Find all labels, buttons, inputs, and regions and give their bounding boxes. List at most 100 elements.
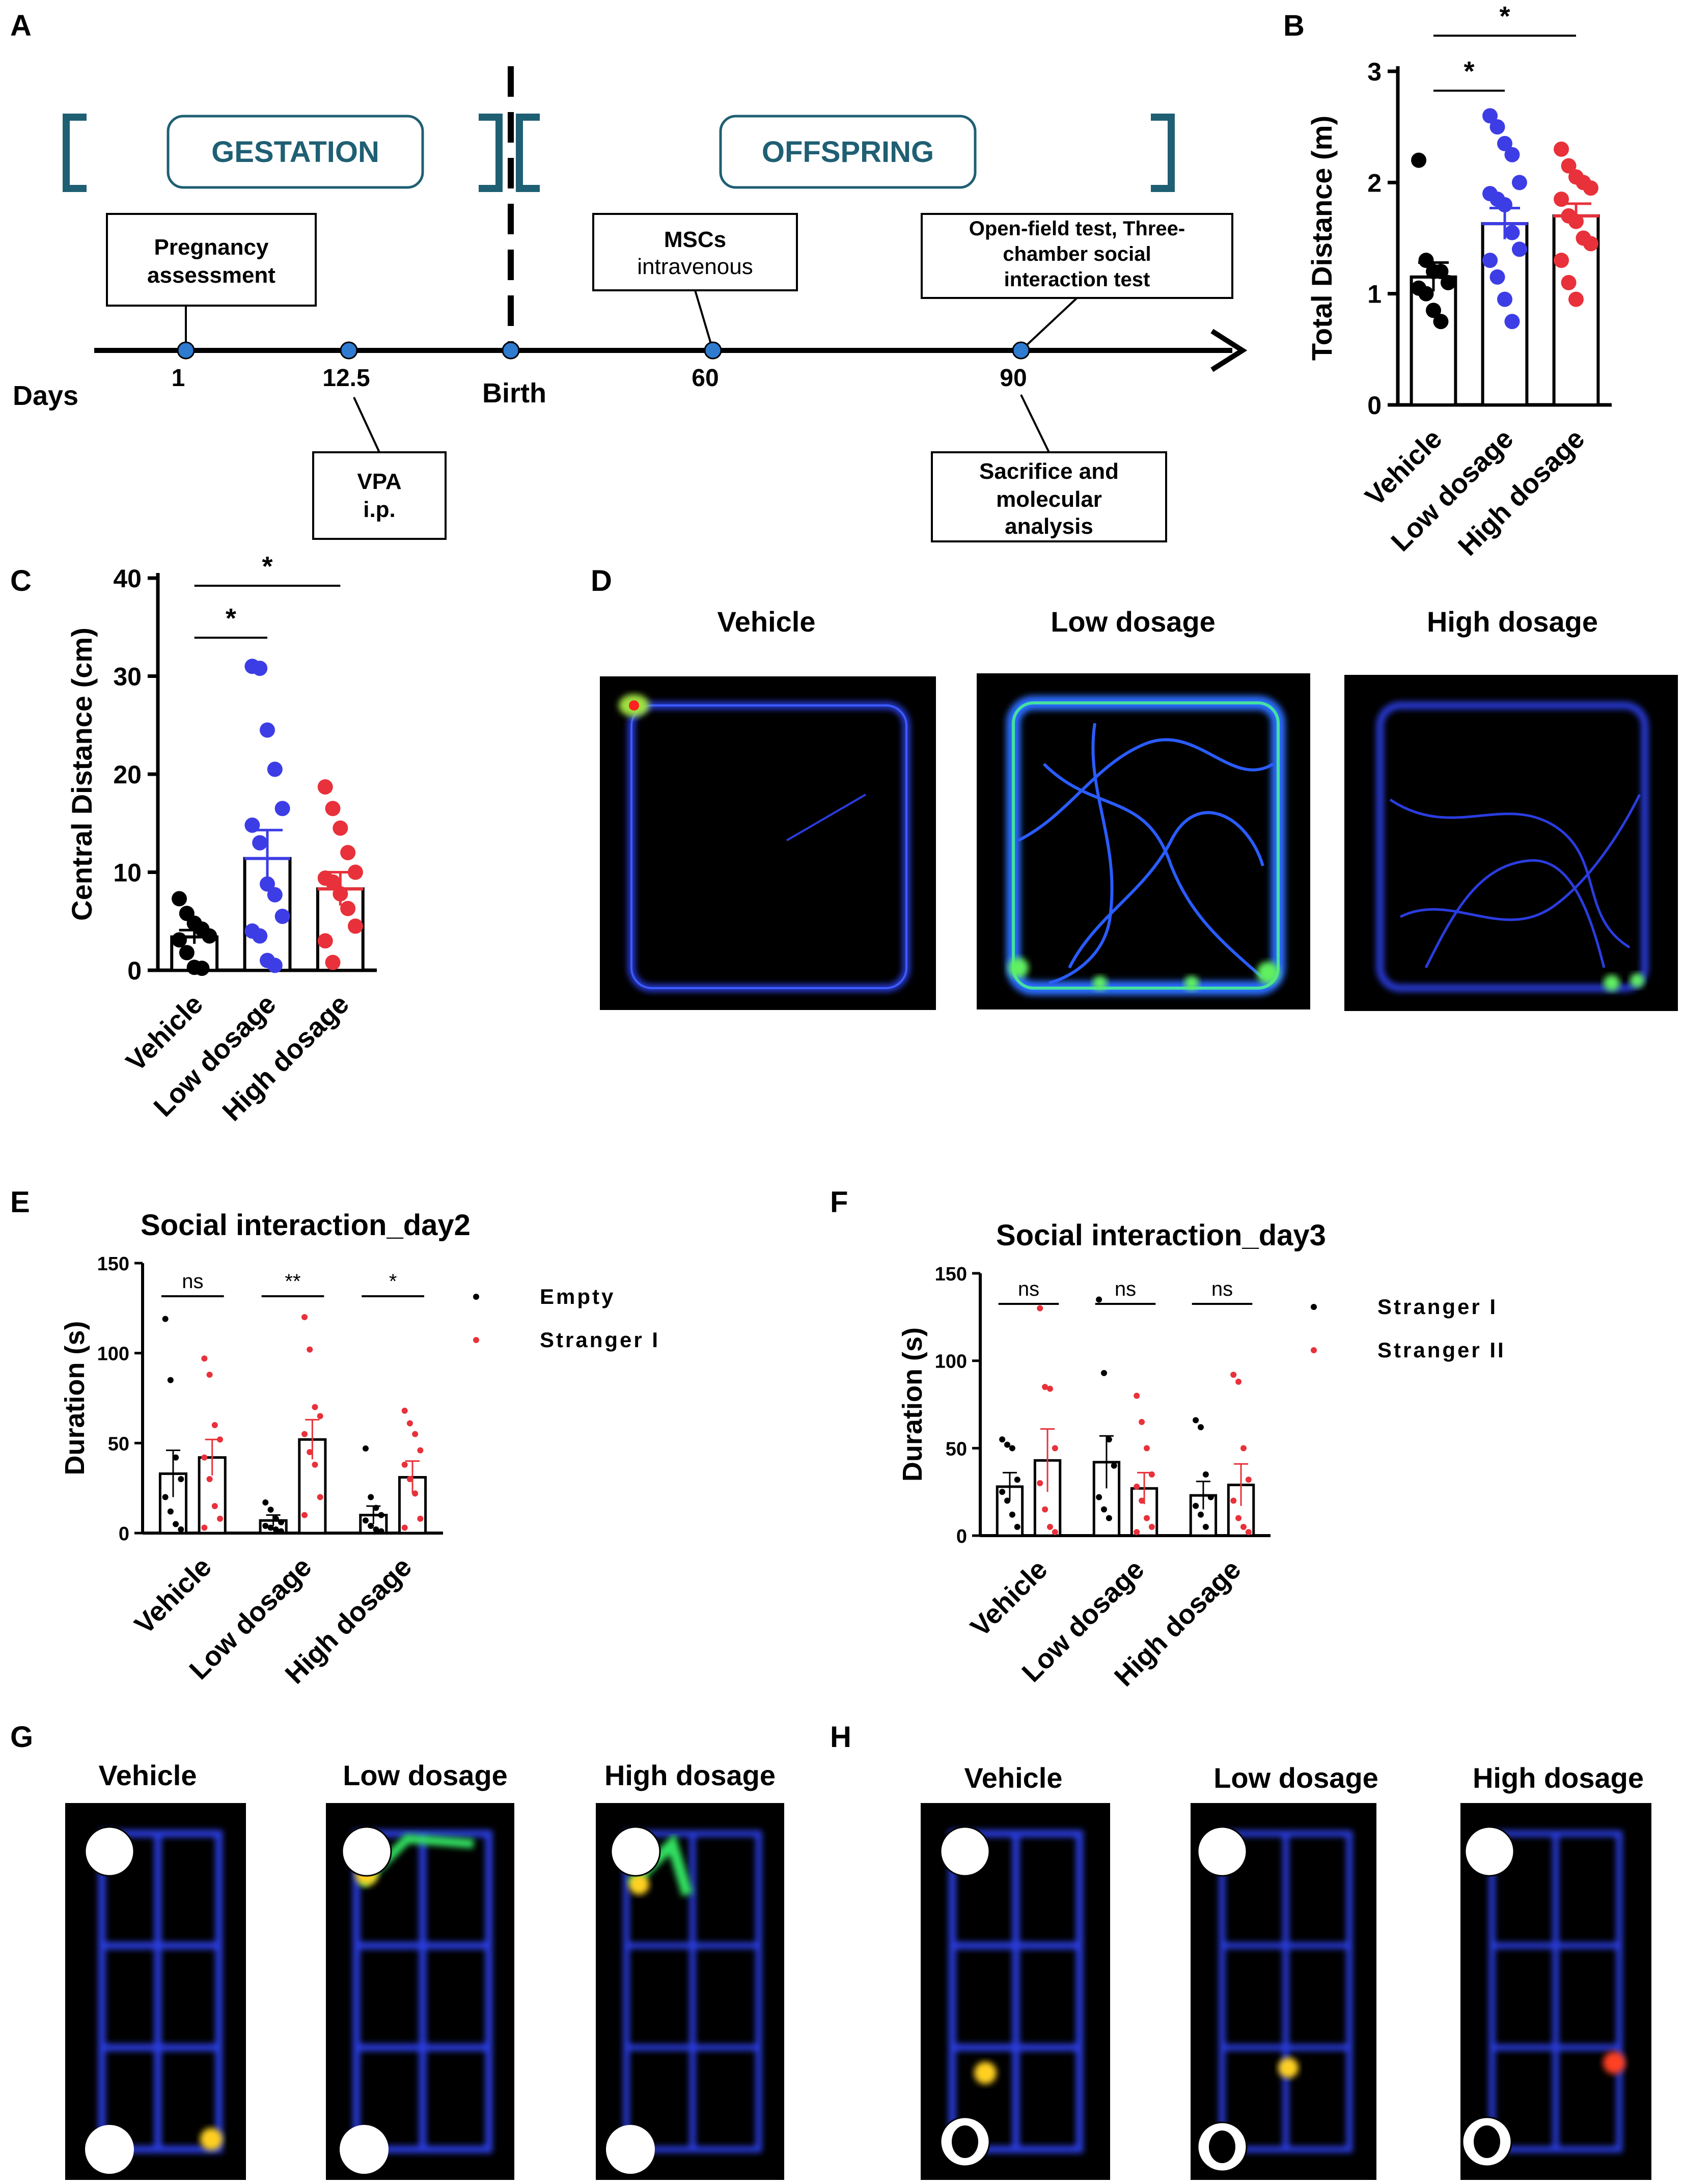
h-title-vehicle: Vehicle [964,1762,1062,1794]
offspring-bracket-left [516,114,540,192]
openfield-line-1: Open-field test, Three- [969,217,1185,240]
x-tick-label: High dosage [1452,423,1591,562]
data-point [1230,1497,1237,1504]
sacrifice-line-3: analysis [1005,514,1093,539]
data-point [301,1431,308,1437]
data-point [1489,119,1505,135]
data-point [1101,1370,1108,1376]
sacrifice-line-2: molecular [996,487,1102,512]
significance-label: ns [1018,1278,1039,1300]
data-point [274,801,290,816]
y-tick-label: 0 [1367,391,1382,420]
g-heatmap-vehicle [65,1803,246,2180]
x-tick-label: High dosage [216,989,355,1127]
data-point [272,1515,279,1522]
data-point [1418,286,1434,302]
data-point [1198,1511,1204,1518]
d-title-high: High dosage [1427,606,1598,638]
data-point [1418,253,1434,268]
data-point [1101,1506,1108,1513]
data-point [172,891,187,907]
panel-label-f: F [830,1186,848,1219]
data-point [301,1314,308,1320]
d-title-low: Low dosage [1051,606,1216,638]
pregnancy-box [106,213,317,307]
data-point [178,1476,184,1482]
data-point [1143,1515,1150,1521]
data-point [1143,1445,1150,1452]
data-point [412,1490,419,1497]
data-point [162,1494,169,1500]
pregnancy-line-1: Pregnancy [154,235,269,260]
offspring-label: OFFSPRING [762,135,934,169]
tick-label-1: 1 [172,365,185,392]
data-point [1139,1418,1145,1425]
significance-label: ns [1211,1278,1233,1300]
vpa-connector [353,397,380,453]
panel-label-h: H [830,1721,851,1754]
data-point [401,1461,408,1468]
data-point [260,722,275,738]
data-point [1426,303,1441,318]
data-point [1106,1436,1112,1443]
data-point [1134,1393,1140,1399]
vpa-line-2: i.p. [363,497,396,522]
data-point [401,1407,408,1414]
chart-title: Social interaction_day3 [996,1219,1326,1252]
data-point [301,1512,308,1518]
data-point [1037,1305,1043,1312]
mscs-line-2: intravenous [637,254,753,279]
data-point [368,1494,374,1500]
x-tick-label: Low dosage [1385,423,1519,557]
d-heatmap-vehicle [600,676,936,1010]
g-title-low: Low dosage [343,1759,508,1791]
data-point [1004,1497,1011,1504]
data-point [1511,241,1527,257]
data-point [325,801,341,816]
data-point [1497,135,1512,151]
data-point [1207,1494,1214,1500]
data-point [206,1372,213,1378]
data-point [1489,269,1505,285]
timeline-node-1 [177,341,195,360]
data-point [362,1517,369,1524]
data-point [1504,314,1520,330]
timeline-arrowhead [1210,329,1248,372]
h-heatmap-high [1460,1803,1651,2180]
data-point [1037,1480,1043,1486]
sacrifice-line-1: Sacrifice and [979,459,1119,484]
data-point [378,1528,384,1535]
data-point [1134,1483,1140,1490]
y-tick-label: 3 [1367,58,1382,86]
legend-marker [1311,1304,1317,1310]
data-point [167,1508,174,1515]
gestation-bracket-left [63,114,87,192]
sacrifice-connector [1020,394,1050,453]
data-point [1096,1494,1102,1500]
g-heatmap-high [596,1803,784,2180]
panel-h-heatmaps: Vehicle Low dosage High dosage [921,1762,1651,2180]
offspring-bracket-right [1151,114,1175,192]
data-point [1245,1529,1252,1536]
data-point [1042,1506,1048,1513]
data-point [1433,264,1449,279]
data-point [201,1355,208,1362]
y-axis-label: Central Distance (cm) [66,627,98,921]
panel-label-d: D [591,564,612,597]
g-empty-cage-vehicle [85,2125,134,2174]
openfield-box [921,213,1233,299]
openfield-connector [1020,297,1078,351]
data-point [1511,175,1527,190]
y-tick-label: 150 [935,1264,967,1285]
data-point [340,845,356,860]
data-point [1052,1445,1058,1452]
data-point [1554,141,1569,157]
g-title-vehicle: Vehicle [98,1759,197,1791]
mscs-box [592,213,798,291]
data-point [1561,158,1577,174]
significance-label: * [226,603,236,634]
data-point [312,1404,318,1410]
data-point [267,958,283,973]
timeline-node-60 [704,341,722,360]
